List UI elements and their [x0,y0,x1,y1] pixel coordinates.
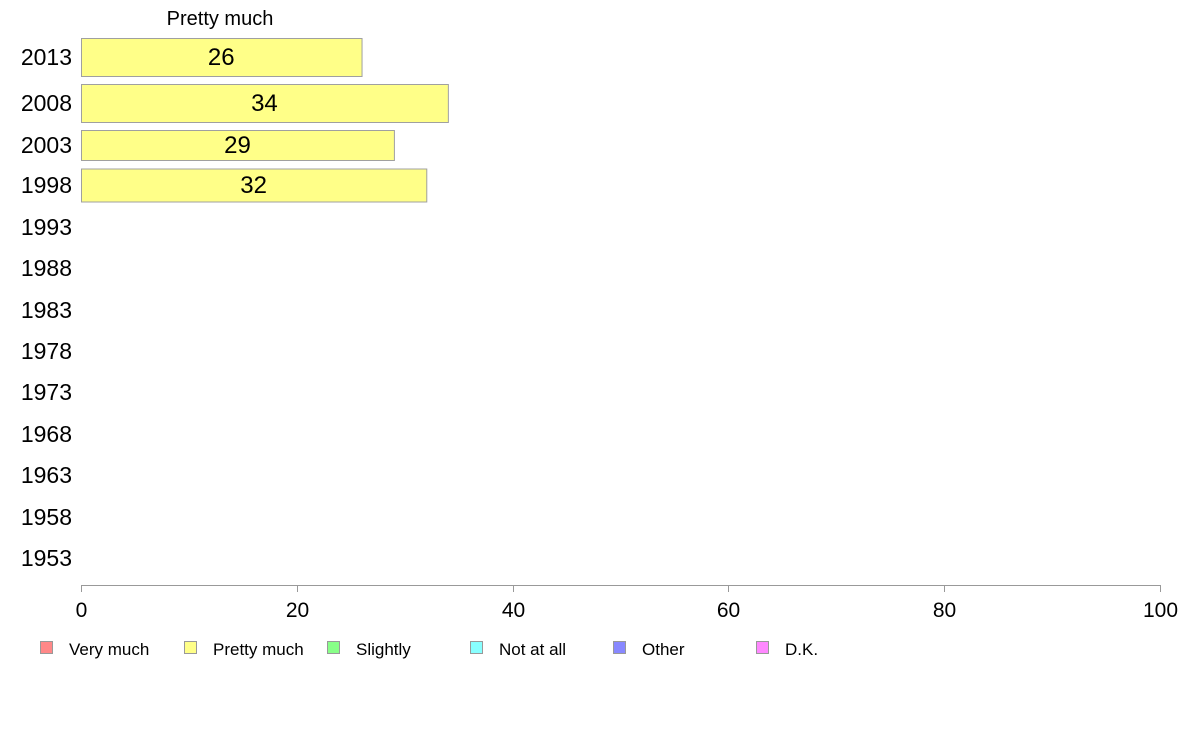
x-tick-label-40: 40 [502,599,525,622]
x-tick-label-0: 0 [76,599,88,622]
x-axis: 0 20 40 60 80 100 [76,585,1178,622]
bar-label-2008: 34 [251,90,278,117]
legend-label-1: Pretty much [213,640,304,659]
bar-label-2003: 29 [224,132,251,159]
bar-2008 [81,84,449,123]
legend-label-2: Slightly [356,640,411,659]
legend-swatch-0 [40,641,53,654]
year-label-1978: 1978 [21,338,72,364]
bar-2003 [81,130,395,161]
legend-swatch-3 [470,641,483,654]
year-label-1963: 1963 [21,462,72,488]
legend-label-3: Not at all [499,640,566,659]
year-label-1973: 1973 [21,379,72,405]
legend-swatch-5 [756,641,769,654]
x-tick-label-100: 100 [1143,599,1178,622]
bar-1998 [81,168,428,203]
year-label-1958: 1958 [21,504,72,530]
bar-label-2013: 26 [208,44,235,71]
year-label-2008: 2008 [21,90,72,116]
bar-2013 [81,38,363,77]
year-label-2013: 2013 [21,44,72,70]
x-tick-label-80: 80 [933,599,956,622]
bar-label-1998: 32 [240,172,267,199]
year-label-1953: 1953 [21,545,72,571]
year-label-1993: 1993 [21,214,72,240]
year-label-2003: 2003 [21,132,72,158]
legend: Very much Pretty much Slightly Not at all Ot… [40,640,818,659]
year-label-1983: 1983 [21,297,72,323]
x-tick-label-60: 60 [717,599,740,622]
legend-label-4: Other [642,640,685,659]
legend-swatch-4 [613,641,626,654]
year-label-1998: 1998 [21,172,72,198]
x-tick-label-20: 20 [286,599,309,622]
legend-label-5: D.K. [785,640,818,659]
legend-label-0: Very much [69,640,149,659]
legend-swatch-2 [327,641,340,654]
year-label-1968: 1968 [21,421,72,447]
legend-swatch-1 [184,641,197,654]
year-label-1988: 1988 [21,255,72,281]
series-title: Pretty much [167,8,274,30]
year-labels: 2013 2008 2003 1998 1993 1988 1983 1978 1973 1968… [21,44,72,571]
